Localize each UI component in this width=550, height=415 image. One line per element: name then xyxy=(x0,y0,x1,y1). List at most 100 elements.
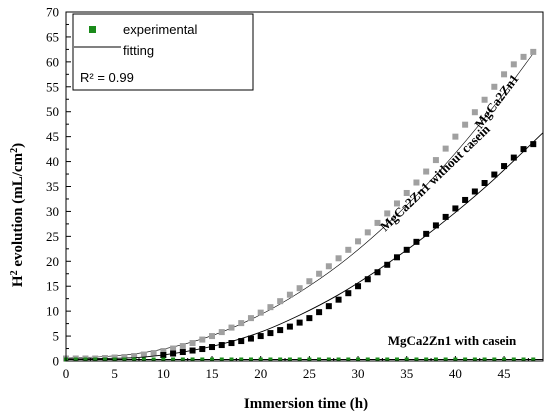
data-point xyxy=(189,347,196,354)
data-point xyxy=(453,357,458,362)
x-tick-label: 40 xyxy=(449,366,462,381)
data-point xyxy=(393,200,400,207)
data-point xyxy=(248,357,253,362)
data-point xyxy=(336,357,341,362)
legend: experimental fitting R² = 0.99 xyxy=(72,13,254,91)
data-point xyxy=(199,346,206,353)
y-tick-label: 30 xyxy=(46,204,59,219)
y-tick-label: 65 xyxy=(46,29,59,44)
data-point xyxy=(335,255,342,262)
data-point xyxy=(287,357,292,362)
data-point xyxy=(141,357,146,362)
data-point xyxy=(365,357,370,362)
data-point xyxy=(268,357,273,362)
y-tick-label: 40 xyxy=(46,154,59,169)
y-tick-label: 0 xyxy=(53,354,60,369)
y-axis-title-text: H2 evolution (mL/cm2) xyxy=(9,143,27,287)
data-point xyxy=(150,350,157,357)
data-point xyxy=(530,48,537,55)
y-tick-label: 45 xyxy=(46,129,59,144)
data-point xyxy=(452,133,459,140)
data-point xyxy=(413,238,420,245)
data-point xyxy=(286,323,293,330)
data-point xyxy=(179,349,186,356)
data-point xyxy=(364,229,371,236)
x-tick-label: 30 xyxy=(352,366,365,381)
data-point xyxy=(132,357,137,362)
data-point xyxy=(463,357,468,362)
data-point xyxy=(209,344,216,351)
data-point xyxy=(180,357,185,362)
data-point xyxy=(238,320,245,327)
data-point xyxy=(374,269,381,276)
y-tick-label: 10 xyxy=(46,304,59,319)
x-tick-label: 10 xyxy=(157,366,170,381)
data-point xyxy=(179,343,186,350)
data-point xyxy=(83,357,88,362)
data-point xyxy=(471,188,478,195)
x-tick-label: 25 xyxy=(303,366,316,381)
data-point xyxy=(403,189,410,196)
legend-experimental-label: experimental xyxy=(123,22,198,37)
data-point xyxy=(385,357,390,362)
data-point xyxy=(462,196,469,203)
plot-area xyxy=(63,48,544,362)
data-point xyxy=(170,345,177,352)
data-point xyxy=(278,357,283,362)
data-point xyxy=(190,357,195,362)
data-point xyxy=(502,357,507,362)
data-point xyxy=(355,238,362,245)
data-point xyxy=(394,357,399,362)
data-point xyxy=(296,285,303,292)
data-point xyxy=(247,315,254,322)
y-axis-title: H2 evolution (mL/cm2) xyxy=(9,143,27,287)
data-point xyxy=(520,53,527,60)
data-point xyxy=(432,222,439,229)
curve-label-mgca2zn1: MgCa2Zn1 xyxy=(471,71,521,131)
data-point xyxy=(432,157,439,164)
data-point xyxy=(267,304,274,311)
data-point xyxy=(423,230,430,237)
data-point xyxy=(335,296,342,303)
y-tick-label: 20 xyxy=(46,254,59,269)
y-tick-label: 5 xyxy=(53,329,60,344)
data-point xyxy=(442,145,449,152)
data-point xyxy=(384,261,391,268)
data-point xyxy=(442,213,449,220)
data-point xyxy=(297,357,302,362)
data-point xyxy=(345,246,352,253)
plot-frame xyxy=(65,11,544,362)
data-point xyxy=(73,357,78,362)
series-mgca2zn1 xyxy=(63,48,537,362)
data-point xyxy=(325,303,332,310)
data-point xyxy=(218,342,225,349)
data-point xyxy=(471,109,478,116)
legend-fitting-label: fitting xyxy=(123,43,154,58)
y-tick-label: 35 xyxy=(46,179,59,194)
data-point xyxy=(423,168,430,175)
data-point xyxy=(433,357,438,362)
y-tick-label: 50 xyxy=(46,104,59,119)
data-point xyxy=(482,357,487,362)
data-point xyxy=(531,357,536,362)
data-point xyxy=(102,357,107,362)
data-point xyxy=(121,354,128,361)
legend-r-squared: R² = 0.99 xyxy=(80,70,134,85)
data-point xyxy=(257,309,264,316)
data-point xyxy=(492,357,497,362)
curve-label-mgca2zn1-without-casein: MgCa2Zn1 without casein xyxy=(377,121,493,234)
data-point xyxy=(171,357,176,362)
data-point xyxy=(491,83,498,90)
data-point xyxy=(247,335,254,342)
data-point xyxy=(403,246,410,253)
data-point xyxy=(306,278,313,285)
x-tick-label: 15 xyxy=(206,366,219,381)
data-point xyxy=(481,96,488,103)
data-point xyxy=(257,333,264,340)
data-point xyxy=(393,254,400,261)
data-point xyxy=(491,171,498,178)
y-tick-label: 55 xyxy=(46,79,59,94)
data-point xyxy=(189,340,196,347)
data-point xyxy=(277,327,284,334)
data-point xyxy=(228,324,235,331)
